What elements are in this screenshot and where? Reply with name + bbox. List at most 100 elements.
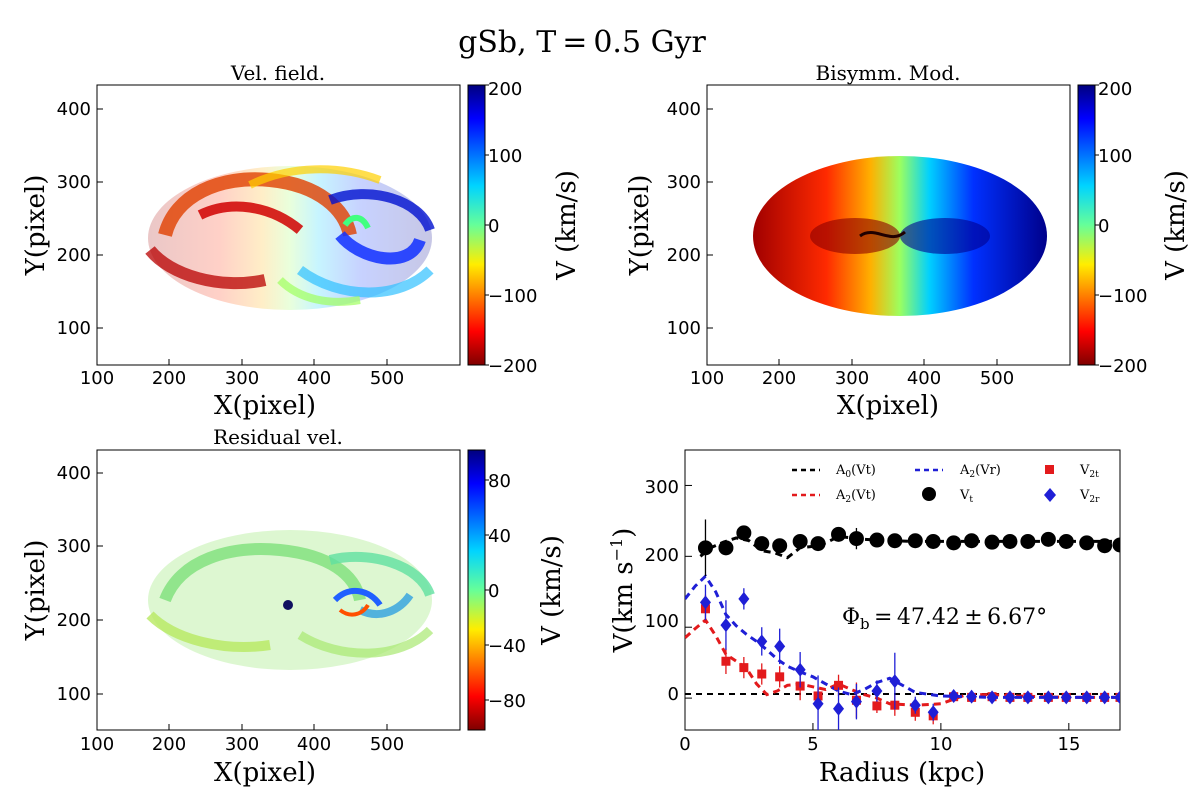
data-point-v2r [927, 705, 939, 720]
data-point-vt [1040, 531, 1056, 547]
data-point-vt [1097, 538, 1113, 554]
plot-area [96, 449, 461, 731]
data-point-v2r [699, 595, 711, 610]
plot-area [684, 449, 1121, 731]
data-point-vt [925, 533, 941, 549]
data-point-vt [718, 540, 734, 556]
colorbar-tick: 100 [488, 146, 522, 167]
colorbar-tick: 0 [1098, 216, 1109, 237]
data-point-vt [869, 532, 885, 548]
y-axis-label: Y(pixel) [21, 175, 51, 277]
colorbar-tick: 200 [488, 79, 522, 100]
x-tick-label: 400 [907, 368, 941, 389]
x-tick-label: 15 [1058, 734, 1081, 755]
x-tick-label: 10 [930, 734, 953, 755]
colorbar-tick: 40 [488, 526, 511, 547]
y-tick-label: 100 [57, 318, 91, 339]
colorbar-tick: 0 [488, 216, 499, 237]
colorbar-label: V (km/s) [552, 170, 582, 281]
phi-annotation: Φb = 47.42 ± 6.67° [842, 605, 1047, 633]
colorbar-tick: −200 [488, 356, 537, 377]
model-velocity-image [753, 156, 1047, 316]
legend-swatch-v2r [1044, 488, 1056, 502]
data-point-vt [810, 536, 826, 552]
x-tick-label: 300 [835, 368, 869, 389]
data-point-v2r [871, 684, 883, 699]
panel-rotation-curve: 0 5 10 15 0 100 200 300 Radius (kpc) V(k… [607, 449, 1121, 788]
x-tick-label: 500 [980, 368, 1014, 389]
panel-title: Vel. field. [230, 61, 325, 85]
colorbar [1077, 84, 1096, 366]
data-point-v2r [909, 698, 921, 713]
data-point-vt [1058, 533, 1074, 549]
x-tick-label: 500 [370, 368, 404, 389]
y-tick-label: 0 [668, 684, 679, 705]
data-point-v2r [1081, 690, 1093, 705]
panel-title: Residual vel. [213, 425, 343, 449]
colorbar-label: V (km/s) [1161, 170, 1191, 281]
data-point-v2t [739, 663, 749, 673]
data-point-v2r [720, 618, 732, 633]
y-tick-label: 200 [667, 245, 701, 266]
y-tick-label: 200 [57, 610, 91, 631]
data-point-vt [984, 534, 1000, 550]
legend-label-a2vt: A2(Vt) [835, 488, 876, 505]
data-point-vt [1002, 533, 1018, 549]
y-tick-label: 300 [667, 172, 701, 193]
legend-label-a0vt: A0(Vt) [835, 463, 876, 480]
data-point-vt [792, 533, 808, 549]
data-point-vt [964, 533, 980, 549]
rotation-curve-series [685, 519, 1120, 730]
x-axis-label: X(pixel) [214, 758, 316, 788]
data-point-vt [831, 526, 847, 542]
y-tick-label: 100 [57, 684, 91, 705]
colorbar-tick: 100 [1098, 146, 1132, 167]
data-point-vt [772, 538, 788, 554]
colorbar-tick: −200 [1098, 356, 1147, 377]
y-tick-label: 300 [57, 172, 91, 193]
series-line-a2-vr- [685, 573, 1120, 699]
y-tick-label: 300 [645, 477, 679, 498]
data-point-vt [1020, 533, 1036, 549]
data-point-v2r [794, 662, 806, 677]
data-point-v2r [738, 591, 750, 606]
y-tick-label: 100 [667, 318, 701, 339]
data-point-v2r [966, 689, 978, 704]
figure-title: gSb, T = 0.5 Gyr [458, 25, 706, 60]
data-point-vt [887, 533, 903, 549]
x-tick-label: 300 [225, 368, 259, 389]
data-point-vt [736, 525, 752, 541]
colorbar-tick: −100 [488, 286, 537, 307]
legend-label-v2t: V2t [1079, 463, 1099, 480]
data-point-vt [697, 540, 713, 556]
legend-label-v2r: V2r [1079, 488, 1100, 505]
data-point-vt [946, 535, 962, 551]
colorbar-label: V (km/s) [537, 535, 567, 646]
data-point-v2r [1060, 690, 1072, 705]
colorbar-tick: −100 [1098, 286, 1147, 307]
data-point-v2r [774, 639, 786, 654]
x-tick-label: 200 [762, 368, 796, 389]
data-point-v2r [1004, 690, 1016, 705]
legend-label-a2vr: A2(Vr) [959, 463, 1001, 480]
data-point-v2t [757, 669, 767, 679]
data-point-vt [1112, 537, 1120, 553]
legend: A0(Vt) A2(Vr) V2t A2(Vt) Vt V2r [792, 463, 1100, 505]
data-point-vt [1079, 535, 1095, 551]
legend-label-vt: Vt [959, 488, 973, 505]
x-axis-label: X(pixel) [837, 391, 939, 421]
velocity-field-image [145, 165, 435, 310]
residual-velocity-image [146, 530, 435, 670]
legend-swatch-vt [922, 487, 936, 501]
y-tick-label: 400 [667, 99, 701, 120]
data-point-vt [907, 533, 923, 549]
data-point-v2r [1114, 690, 1120, 705]
panel-velocity-field: Vel. field. 100 200 300 400 500 100 2 [21, 61, 582, 421]
panel-residual-velocity: Residual vel. 100 200 300 400 500 100 20… [21, 425, 567, 788]
data-point-v2t [775, 672, 785, 682]
data-point-v2r [986, 690, 998, 705]
data-point-v2t [721, 656, 731, 666]
data-point-v2r [1022, 690, 1034, 705]
colorbar-tick: 200 [1098, 79, 1132, 100]
x-axis-label: X(pixel) [214, 391, 316, 421]
